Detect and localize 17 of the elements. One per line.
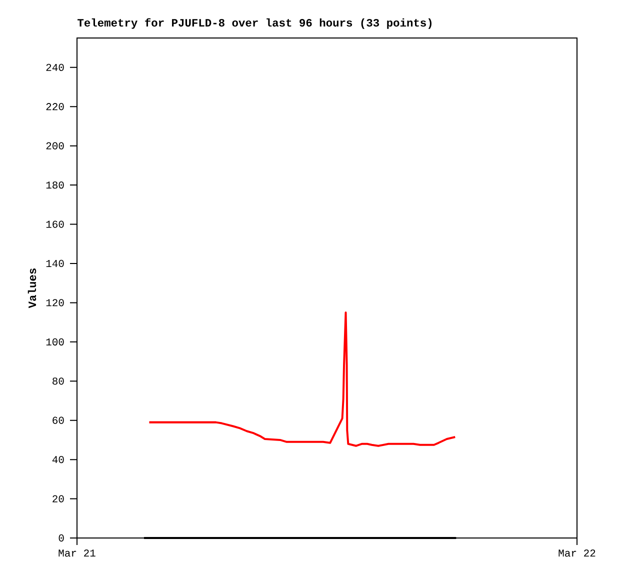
y-tick-label: 160 <box>46 220 64 228</box>
y-axis-title: Values <box>28 268 36 308</box>
y-tick-label: 200 <box>46 142 64 150</box>
y-tick-label: 140 <box>46 260 64 268</box>
chart-title: Telemetry for PJUFLD-8 over last 96 hours (33 points) <box>78 18 432 29</box>
x-tick-label: Mar 21 <box>58 550 96 557</box>
y-tick-label: 120 <box>46 299 64 306</box>
y-tick-label: 0 <box>58 534 64 542</box>
y-tick-label: 80 <box>52 378 64 385</box>
x-tick-label: Mar 22 <box>558 550 596 557</box>
y-tick-label: 100 <box>46 338 64 346</box>
y-tick-label: 60 <box>52 416 64 424</box>
y-tick-label: 240 <box>46 64 64 71</box>
y-tick-label: 220 <box>46 103 64 110</box>
y-tick-label: 20 <box>52 495 64 502</box>
y-tick-label: 180 <box>46 181 64 189</box>
y-tick-label: 40 <box>52 456 64 464</box>
